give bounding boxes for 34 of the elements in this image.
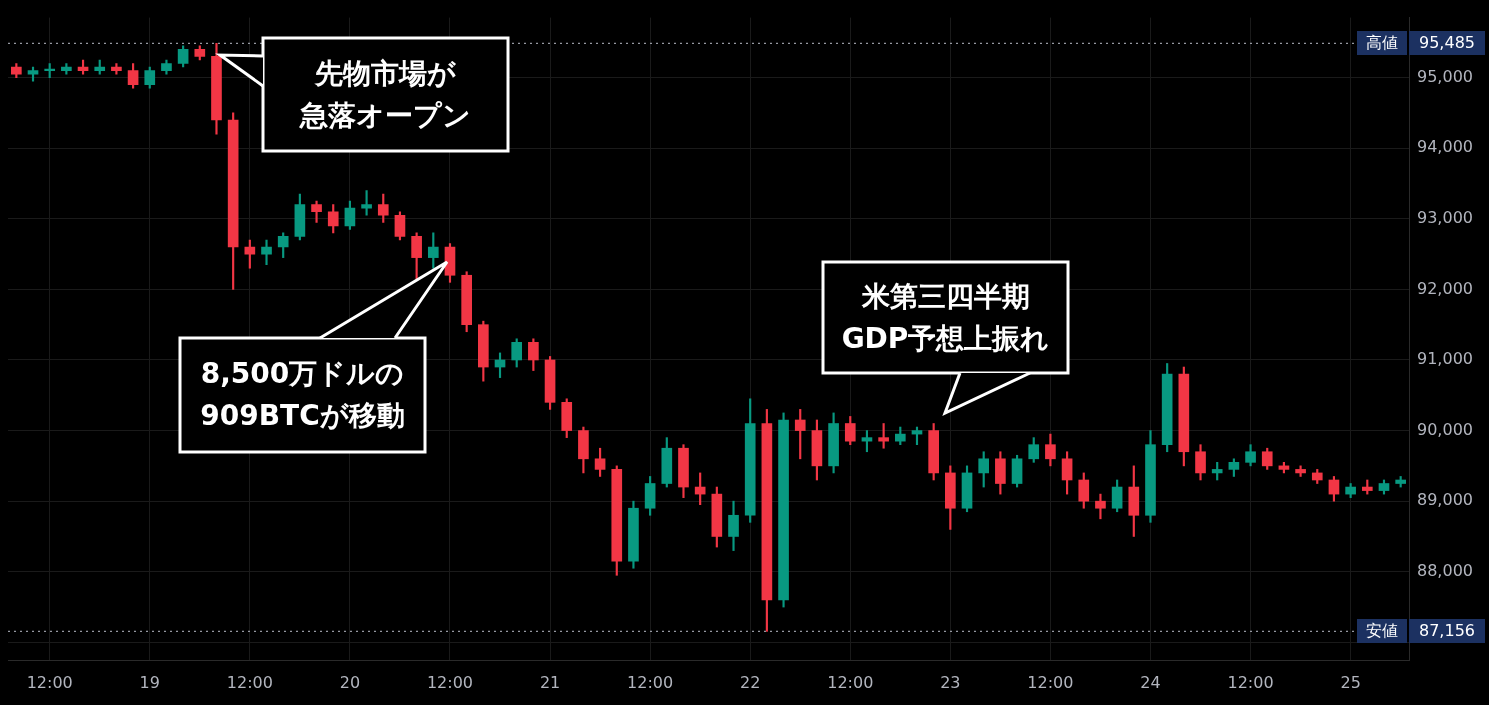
ref-line-label: 高値	[1357, 31, 1407, 56]
x-tick-label: 12:00	[26, 672, 73, 692]
y-tick-label: 95,000	[1417, 66, 1473, 86]
y-tick-label: 93,000	[1417, 207, 1473, 227]
x-tick-label: 12:00	[1027, 672, 1074, 692]
x-tick-label: 12:00	[827, 672, 874, 692]
x-tick-label: 25	[1340, 672, 1361, 692]
annotation: 909BTCが移動	[200, 399, 405, 433]
annotation: 8,500万ドルの	[200, 357, 405, 391]
x-tick-label: 23	[940, 672, 961, 692]
x-tick-label: 12:00	[426, 672, 474, 692]
annotation: 急落オープン	[300, 98, 471, 133]
text: 95,485	[1409, 31, 1485, 56]
candlestick	[1095, 493, 1106, 520]
y-tick-label: 88,000	[1417, 560, 1473, 580]
y-tick-label: 92,000	[1417, 278, 1473, 298]
x-tick-label: 12:00	[627, 672, 674, 692]
candlestick	[261, 239, 272, 266]
text: 87,156	[1409, 619, 1485, 644]
annotation: 先物市場が	[315, 56, 456, 91]
x-tick-label: 22	[740, 672, 761, 692]
x-tick-label: 12:00	[226, 672, 273, 692]
y-tick-label: 91,000	[1417, 349, 1473, 369]
x-tick-label: 21	[539, 672, 561, 692]
y-tick-label: 90,000	[1417, 419, 1473, 439]
annotation: 米第三四半期	[861, 279, 1030, 314]
x-tick-label: 19	[139, 672, 160, 692]
x-tick-label: 24	[1140, 672, 1161, 692]
x-tick-label: 12:00	[1227, 672, 1274, 692]
annotation: GDP予想上振れ	[841, 321, 1050, 356]
x-tick-label: 20	[339, 672, 361, 692]
y-tick-label: 94,000	[1417, 137, 1473, 157]
y-tick-label: 89,000	[1417, 490, 1473, 510]
ref-line-label: 安値	[1357, 619, 1407, 644]
